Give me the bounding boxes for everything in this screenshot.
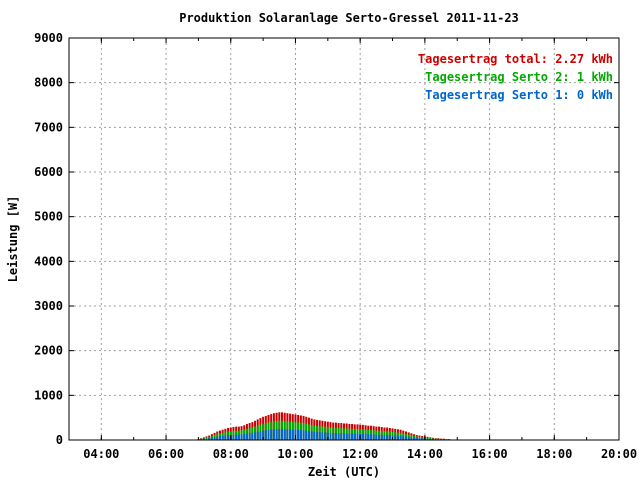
y-axis-label: Leistung [W] [6,196,20,283]
grid-lines [69,38,619,440]
axis-ticks: 04:00 06:00 08:00 10:00 12:00 14:00 16:00 18:00… [34,31,637,461]
y-tick-label: 4000 [34,254,63,268]
legend: Tagesertrag total: 2.27 kWh Tagesertrag S… [418,52,613,102]
x-tick-label: 16:00 [472,447,508,461]
x-tick-label: 20:00 [601,447,637,461]
y-tick-label: 9000 [34,31,63,45]
x-tick-label: 08:00 [213,447,249,461]
plot-frame [68,37,620,441]
legend-entry: Tagesertrag Serto 2: 1 kWh [425,70,613,84]
legend-entry: Tagesertrag Serto 1: 0 kWh [425,88,613,102]
legend-entry: Tagesertrag total: 2.27 kWh [418,52,613,66]
x-tick-label: 14:00 [407,447,443,461]
y-tick-label: 8000 [34,76,63,90]
y-tick-label: 1000 [34,388,63,402]
y-tick-label: 7000 [34,120,63,134]
y-tick-label: 2000 [34,344,63,358]
y-tick-label: 0 [56,433,63,447]
bars [197,412,459,440]
y-tick-label: 5000 [34,210,63,224]
x-tick-label: 12:00 [342,447,378,461]
x-tick-label: 18:00 [536,447,572,461]
x-axis-label: Zeit (UTC) [308,465,380,479]
y-tick-label: 6000 [34,165,63,179]
x-tick-label: 10:00 [277,447,313,461]
x-tick-label: 04:00 [83,447,119,461]
y-tick-label: 3000 [34,299,63,313]
x-tick-label: 06:00 [148,447,184,461]
chart-title: Produktion Solaranlage Serto-Gressel 201… [179,11,519,25]
